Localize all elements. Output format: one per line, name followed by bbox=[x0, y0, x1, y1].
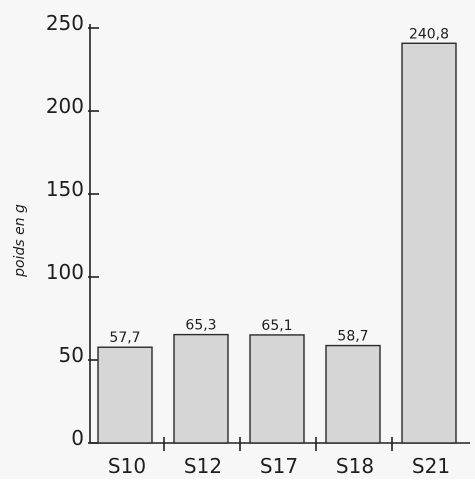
bar bbox=[97, 346, 153, 444]
bars-layer bbox=[97, 42, 457, 444]
labels-layer: 0 50 100 150 200 250 57,7 S10 65,3 S12 65,1 S17 58,7… bbox=[46, 11, 450, 478]
bar bbox=[173, 333, 229, 444]
bar bbox=[401, 42, 457, 444]
x-tick-label: S10 bbox=[108, 454, 146, 478]
x-tick-label: S18 bbox=[336, 454, 374, 478]
y-tick-label: 250 bbox=[46, 11, 84, 35]
data-label: 65,3 bbox=[185, 318, 216, 334]
data-label: 65,1 bbox=[261, 318, 292, 334]
y-tick-label: 150 bbox=[46, 177, 84, 201]
bar bbox=[249, 334, 305, 444]
y-tick-label: 100 bbox=[46, 260, 84, 284]
data-label: 58,7 bbox=[337, 329, 368, 345]
data-label: 57,7 bbox=[109, 330, 140, 346]
bar bbox=[325, 344, 381, 444]
x-tick-label: S12 bbox=[184, 454, 222, 478]
y-tick-label: 50 bbox=[59, 343, 84, 367]
data-label: 240,8 bbox=[409, 26, 449, 42]
y-tick-label: 0 bbox=[71, 426, 84, 450]
y-tick-label: 200 bbox=[46, 94, 84, 118]
x-tick-label: S17 bbox=[260, 454, 298, 478]
y-axis-label: poids en g bbox=[12, 204, 28, 278]
x-tick-label: S21 bbox=[412, 454, 450, 478]
